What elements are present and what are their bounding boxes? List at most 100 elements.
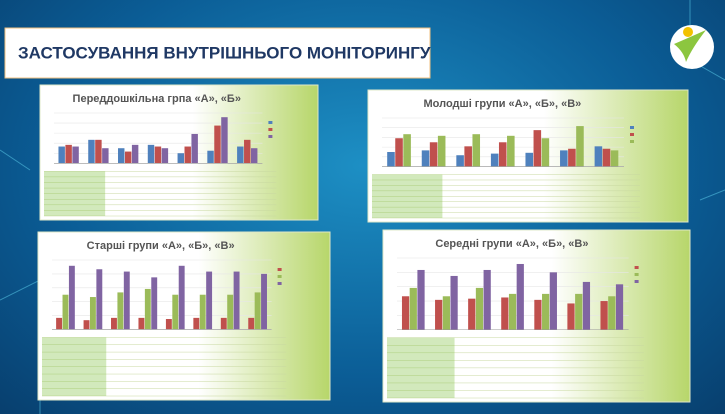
bar	[200, 295, 206, 330]
bar	[88, 140, 94, 163]
bar	[517, 264, 524, 330]
bar	[509, 294, 516, 330]
table-header-col	[387, 338, 455, 398]
legend-swatch	[278, 282, 282, 285]
bar	[507, 136, 515, 167]
bar	[132, 145, 138, 163]
legend-swatch	[268, 135, 272, 138]
bar	[476, 288, 483, 330]
legend-swatch	[635, 280, 639, 283]
bar	[542, 294, 549, 330]
bar	[435, 300, 442, 330]
bar	[65, 145, 71, 163]
bar	[84, 320, 90, 329]
bar	[534, 130, 542, 166]
bar	[501, 297, 508, 329]
bar	[248, 318, 254, 330]
bar	[261, 274, 267, 330]
bar	[422, 150, 430, 166]
bar	[450, 276, 457, 330]
bar	[410, 288, 417, 330]
bar	[438, 136, 446, 167]
bar	[443, 296, 450, 329]
bar	[534, 300, 541, 330]
bar	[255, 292, 261, 329]
bar	[542, 138, 550, 166]
bar	[550, 272, 557, 329]
bar	[464, 146, 472, 166]
bar	[69, 266, 75, 330]
bar	[595, 146, 603, 166]
legend-swatch	[630, 140, 634, 143]
legend-swatch	[630, 133, 634, 136]
bar	[468, 299, 475, 330]
bar	[221, 318, 227, 330]
bar	[402, 296, 409, 329]
bar	[616, 284, 623, 329]
bar	[206, 272, 212, 330]
bar	[251, 148, 257, 163]
bar	[214, 126, 220, 164]
bar	[145, 289, 151, 330]
bar	[576, 126, 584, 166]
bar	[472, 134, 480, 166]
bar	[387, 152, 395, 167]
bar	[56, 318, 62, 330]
legend-swatch	[630, 126, 634, 129]
bar	[95, 140, 101, 163]
bar	[603, 149, 611, 167]
bar	[155, 147, 161, 164]
bar	[611, 150, 619, 166]
bar	[111, 318, 117, 330]
bar	[600, 301, 607, 330]
bar	[138, 318, 144, 330]
bar	[148, 145, 154, 163]
bar	[96, 269, 102, 329]
bar	[417, 270, 424, 330]
bar	[184, 147, 190, 164]
bar	[124, 272, 130, 330]
bar	[117, 292, 123, 329]
bar	[234, 272, 240, 330]
bar	[193, 318, 199, 330]
chart-title: Середні групи «А», «Б», «В»	[435, 238, 588, 250]
chart-title: Молодші групи «А», «Б», «В»	[424, 98, 582, 110]
slide-canvas: ЗАСТОСУВАННЯ ВНУТРІШНЬОГО МОНІТОРИНГУ Пе…	[0, 0, 725, 414]
bar	[525, 153, 533, 167]
bar	[90, 297, 96, 329]
legend-swatch	[635, 266, 639, 269]
bar	[102, 148, 108, 163]
bar	[118, 148, 124, 163]
legend-swatch	[268, 121, 272, 124]
bar	[567, 303, 574, 329]
bar	[179, 266, 185, 330]
bar	[58, 147, 64, 164]
bar	[207, 151, 213, 164]
slide: ЗАСТОСУВАННЯ ВНУТРІШНЬОГО МОНІТОРИНГУ Пе…	[0, 0, 725, 414]
bar	[491, 154, 499, 167]
legend-swatch	[268, 128, 272, 131]
bar	[575, 294, 582, 330]
bar	[568, 149, 576, 167]
chart-title: Переддошкільна грпа «А», «Б»	[73, 93, 241, 105]
bar	[191, 134, 197, 163]
bar	[430, 142, 438, 166]
table-header-col	[372, 175, 442, 218]
bar	[499, 142, 507, 166]
bar	[172, 295, 178, 330]
legend-swatch	[278, 268, 282, 271]
bar	[403, 134, 411, 166]
legend-swatch	[278, 275, 282, 278]
bar	[221, 117, 227, 163]
bar	[484, 270, 491, 330]
bar	[237, 147, 243, 164]
bar	[227, 295, 233, 330]
legend-swatch	[635, 273, 639, 276]
bar	[608, 296, 615, 329]
bar	[456, 155, 464, 166]
bar	[560, 150, 568, 166]
logo	[670, 25, 714, 69]
chart-title: Старші групи «А», «Б», «В»	[87, 240, 235, 252]
bar	[151, 277, 157, 329]
bar	[63, 295, 69, 330]
